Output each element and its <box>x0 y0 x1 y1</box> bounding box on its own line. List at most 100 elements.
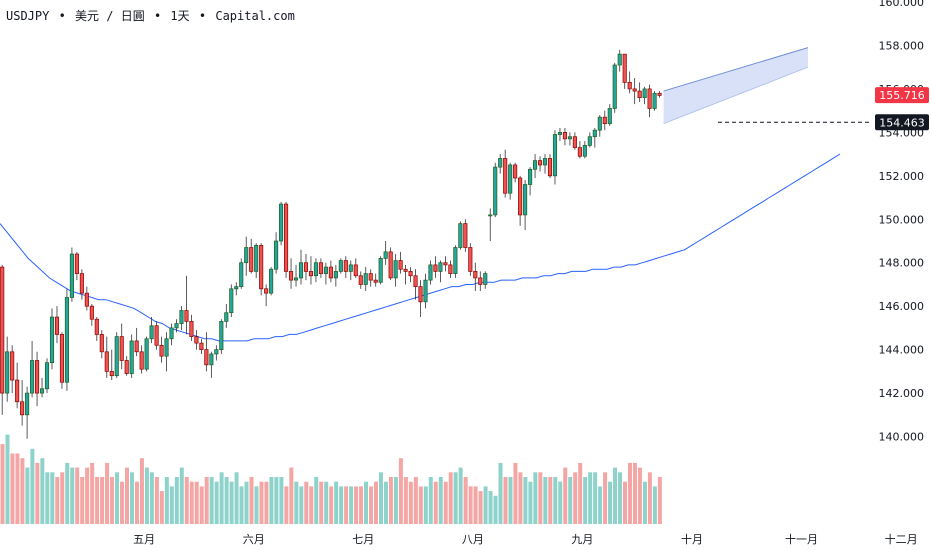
candle-body <box>0 266 5 394</box>
volume-bar <box>80 477 85 524</box>
volume-bar <box>443 481 448 524</box>
candle-body <box>174 323 179 329</box>
candle-body <box>488 214 493 217</box>
volume-bar <box>438 477 443 524</box>
candle-body <box>199 342 204 350</box>
candle-body <box>373 279 378 283</box>
candle-body <box>134 340 139 353</box>
volume-bar <box>453 472 458 524</box>
time-axis[interactable]: 五月 六月 七月 八月 九月 十月 十一月 十二月 <box>133 532 917 546</box>
volume-bar <box>538 472 543 524</box>
candle-body <box>513 164 518 179</box>
candle-body <box>239 262 244 287</box>
volume-bar <box>139 458 144 524</box>
volume-bar <box>523 477 528 524</box>
volume-bar <box>578 462 583 524</box>
y-tick-label: 152.000 <box>879 170 925 183</box>
volume-bar <box>329 486 334 524</box>
volume-bar <box>264 481 269 524</box>
candle-body <box>428 264 433 281</box>
volume-bar <box>70 467 75 524</box>
candle-body <box>229 288 234 314</box>
trend-channel-layer[interactable] <box>663 47 809 125</box>
volume-bar <box>259 481 264 524</box>
volume-bar <box>349 486 354 524</box>
volume-bars-layer <box>0 434 662 524</box>
candle-body <box>557 132 563 135</box>
candle-body <box>393 260 398 279</box>
candle-body <box>39 388 45 394</box>
candle-body <box>542 158 548 166</box>
trend-channel-fill <box>663 47 808 124</box>
candle-body <box>114 336 119 377</box>
candle-body <box>303 262 309 272</box>
candle-body <box>388 251 393 279</box>
volume-bar <box>613 467 618 524</box>
moving-average-layer <box>0 153 841 342</box>
volume-bar <box>65 462 70 524</box>
volume-bar <box>179 467 184 524</box>
y-tick-label: 142.000 <box>879 387 925 400</box>
y-tick-label: 140.000 <box>879 431 925 444</box>
x-tick-label: 十月 <box>681 532 703 546</box>
volume-bar <box>254 486 259 524</box>
volume-bar <box>144 467 149 524</box>
volume-bar <box>224 477 229 524</box>
volume-bar <box>204 477 209 524</box>
volume-bar <box>239 486 244 524</box>
volume-bar <box>493 495 498 524</box>
volume-bar <box>528 481 533 524</box>
x-tick-label: 六月 <box>243 533 265 546</box>
candle-body <box>249 247 254 272</box>
volume-bar <box>428 477 433 524</box>
candle-body <box>313 262 318 277</box>
candle-body <box>363 273 368 285</box>
candle-body <box>403 268 408 272</box>
volume-bar <box>558 481 563 524</box>
candle-body <box>293 277 299 281</box>
candle-body <box>30 360 35 394</box>
candle-body <box>279 203 284 242</box>
candle-body <box>119 336 124 361</box>
volume-bar <box>105 462 110 524</box>
candle-body <box>69 253 74 298</box>
candle-body <box>528 168 533 185</box>
volume-bar <box>618 472 623 524</box>
price-axis[interactable]: 160.000158.000156.000154.000152.000150.0… <box>879 0 925 444</box>
candle-body <box>264 288 269 294</box>
candle-body <box>288 271 294 281</box>
volume-bar <box>463 477 468 524</box>
y-tick-label: 160.000 <box>879 0 925 9</box>
candle-body <box>552 134 558 177</box>
candle-body <box>453 247 458 274</box>
candle-body <box>562 132 567 140</box>
volume-bar <box>214 481 219 524</box>
candle-body <box>129 340 134 374</box>
volume-bar <box>125 467 129 524</box>
candle-body <box>592 129 597 138</box>
candle-body <box>413 275 418 287</box>
candle-body <box>582 145 587 157</box>
volume-bar <box>55 477 60 524</box>
volume-bar <box>573 472 578 524</box>
volume-bar <box>299 486 304 524</box>
volume-bar <box>418 486 423 524</box>
candle-body <box>318 262 323 274</box>
volume-bar <box>498 462 503 524</box>
symbol-label: USDJPY <box>6 9 50 23</box>
volume-bar <box>25 467 30 524</box>
y-tick-label: 158.000 <box>879 39 925 52</box>
candle-body <box>632 88 637 92</box>
volume-bar <box>110 477 115 524</box>
candle-body <box>353 264 358 277</box>
candle-body <box>523 184 528 216</box>
volume-bar <box>45 472 50 524</box>
trend-channel-upper <box>663 47 809 92</box>
candle-body <box>274 240 279 270</box>
candle-body <box>244 247 249 264</box>
volume-bar <box>423 486 428 524</box>
y-tick-label: 150.000 <box>879 213 925 226</box>
x-tick-label: 七月 <box>352 533 374 546</box>
